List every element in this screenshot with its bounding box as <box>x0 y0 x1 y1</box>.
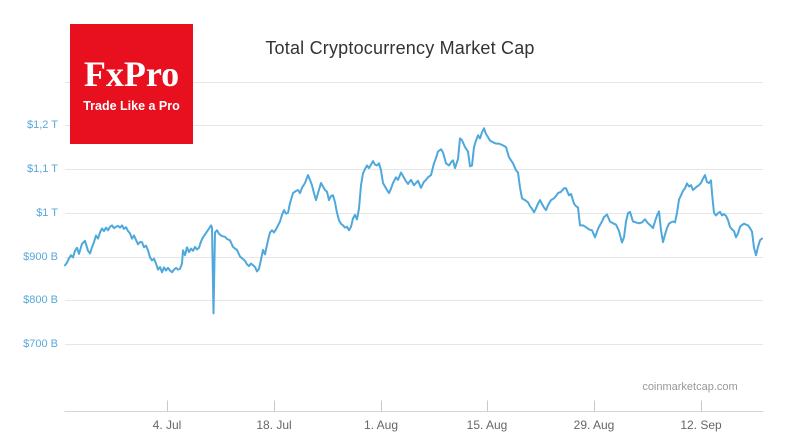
x-axis-label: 12. Sep <box>680 418 722 432</box>
x-axis-label: 15. Aug <box>466 418 508 432</box>
fxpro-logo: FxPro Trade Like a Pro <box>70 24 193 144</box>
x-axis-label: 4. Jul <box>152 418 182 432</box>
y-axis-label: $1 T <box>36 206 58 219</box>
x-axis-label: 18. Jul <box>256 418 292 432</box>
y-axis-label: $800 B <box>23 294 58 307</box>
fxpro-logo-brand-text: FxPro <box>83 53 180 94</box>
market-cap-series-line <box>64 127 763 315</box>
watermark-coinmarketcap: coinmarketcap.com <box>642 381 738 393</box>
x-axis-label: 29. Aug <box>573 418 615 432</box>
x-axis-label: 1. Aug <box>363 418 399 432</box>
chart-title: Total Cryptocurrency Market Cap <box>265 38 535 58</box>
y-axis-label: $1,2 T <box>27 119 58 132</box>
y-axis-label: $900 B <box>23 250 58 263</box>
y-axis-label: $1,1 T <box>27 163 58 175</box>
y-axis-label: $700 B <box>23 338 58 350</box>
fxpro-logo-tagline: Trade Like a Pro <box>83 98 180 113</box>
